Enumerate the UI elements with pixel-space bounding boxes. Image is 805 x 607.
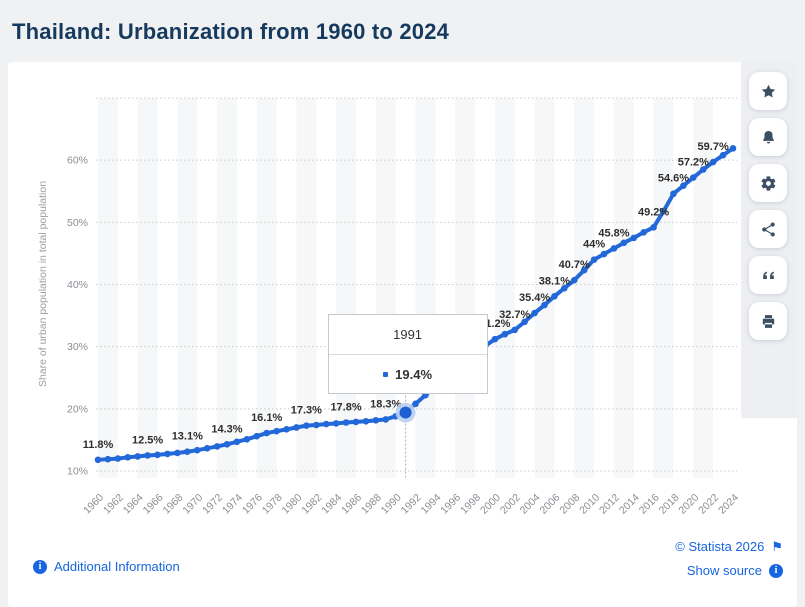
settings-button[interactable] (749, 164, 787, 202)
svg-text:11.8%: 11.8% (83, 439, 114, 451)
svg-text:16.1%: 16.1% (251, 412, 282, 424)
toolbar-strip (741, 62, 797, 418)
svg-text:40.7%: 40.7% (559, 259, 590, 271)
share-icon (761, 221, 775, 237)
print-button[interactable] (749, 302, 787, 340)
statista-copyright-link[interactable]: © Statista 2026 ⚑ (675, 539, 783, 554)
copyright-label: © Statista 2026 (675, 539, 765, 554)
svg-text:1988: 1988 (359, 492, 384, 517)
svg-text:50%: 50% (67, 217, 88, 229)
svg-text:1998: 1998 (458, 492, 483, 517)
alerts-button[interactable] (749, 118, 787, 156)
svg-text:Share of urban population in t: Share of urban population in total popul… (37, 181, 49, 387)
svg-text:20%: 20% (67, 403, 88, 415)
svg-text:57.2%: 57.2% (678, 157, 709, 169)
show-source-link[interactable]: Show source i (687, 563, 783, 578)
svg-text:12.5%: 12.5% (132, 434, 163, 446)
tooltip-year: 1991 (328, 315, 487, 355)
svg-text:44%: 44% (583, 239, 605, 251)
svg-text:32.7%: 32.7% (499, 309, 530, 321)
svg-text:40%: 40% (67, 279, 88, 291)
svg-text:2002: 2002 (498, 492, 523, 517)
svg-text:14.3%: 14.3% (211, 423, 242, 435)
svg-text:1994: 1994 (418, 492, 443, 517)
additional-information-link[interactable]: i Additional Information (33, 559, 180, 574)
svg-text:1962: 1962 (101, 492, 126, 517)
svg-text:2014: 2014 (617, 492, 642, 517)
svg-text:17.8%: 17.8% (330, 402, 361, 414)
svg-text:2000: 2000 (478, 492, 503, 517)
cite-button[interactable] (749, 256, 787, 294)
chart-tooltip: 1991 19.4% (327, 313, 488, 394)
svg-text:45.8%: 45.8% (598, 227, 629, 239)
show-source-label: Show source (686, 563, 762, 578)
svg-text:2010: 2010 (577, 492, 602, 517)
svg-text:18.3%: 18.3% (370, 398, 401, 410)
svg-text:59.7%: 59.7% (698, 141, 729, 153)
svg-text:2012: 2012 (597, 492, 622, 517)
svg-text:2022: 2022 (696, 492, 721, 517)
quote-icon (762, 271, 774, 279)
page-title: Thailand: Urbanization from 1960 to 2024 (12, 18, 450, 44)
svg-text:1966: 1966 (141, 492, 166, 517)
svg-text:60%: 60% (67, 155, 88, 167)
svg-text:1978: 1978 (260, 492, 285, 517)
svg-text:1964: 1964 (121, 492, 146, 517)
favorite-button[interactable] (749, 72, 787, 110)
bell-icon (762, 130, 774, 143)
additional-information-label: Additional Information (54, 559, 180, 574)
flag-icon: ⚑ (771, 539, 783, 554)
svg-text:1980: 1980 (280, 492, 305, 517)
svg-text:35.4%: 35.4% (519, 292, 550, 304)
svg-text:1986: 1986 (339, 492, 364, 517)
svg-text:1972: 1972 (200, 492, 225, 517)
svg-text:1974: 1974 (220, 492, 245, 517)
svg-text:2006: 2006 (538, 492, 563, 517)
svg-text:1996: 1996 (438, 492, 463, 517)
tooltip-series-marker (383, 371, 389, 377)
printer-icon (762, 314, 774, 328)
svg-text:2024: 2024 (716, 492, 741, 517)
svg-text:2020: 2020 (676, 492, 701, 517)
info-icon: i (33, 559, 47, 574)
svg-text:2016: 2016 (637, 492, 662, 517)
svg-text:13.1%: 13.1% (172, 431, 203, 443)
svg-text:30%: 30% (67, 341, 88, 353)
gear-icon (761, 175, 775, 191)
tooltip-value: 19.4% (395, 366, 433, 382)
svg-text:1982: 1982 (299, 492, 324, 517)
svg-text:38.1%: 38.1% (539, 275, 570, 287)
svg-text:1960: 1960 (81, 492, 106, 517)
svg-text:1970: 1970 (180, 492, 205, 517)
chart-card: 10% 20% 30% 40% 50% 60% 1960 1962 1964 1966 1968 19… (8, 62, 797, 607)
star-icon (761, 84, 775, 97)
svg-text:10%: 10% (67, 466, 88, 478)
svg-text:49.2%: 49.2% (638, 206, 669, 218)
svg-text:1984: 1984 (319, 492, 344, 517)
svg-text:2018: 2018 (657, 492, 682, 517)
chart-area: 10%20%30%40%50%60%1960196219641966196819… (37, 97, 741, 517)
info-icon: i (769, 563, 783, 578)
share-button[interactable] (749, 210, 787, 248)
svg-text:2008: 2008 (557, 492, 582, 517)
svg-text:1992: 1992 (399, 492, 424, 517)
svg-text:1976: 1976 (240, 492, 265, 517)
svg-text:2004: 2004 (518, 492, 543, 517)
svg-text:54.6%: 54.6% (658, 173, 689, 185)
svg-text:1968: 1968 (160, 492, 185, 517)
svg-text:1990: 1990 (379, 492, 404, 517)
svg-text:17.3%: 17.3% (291, 405, 322, 417)
